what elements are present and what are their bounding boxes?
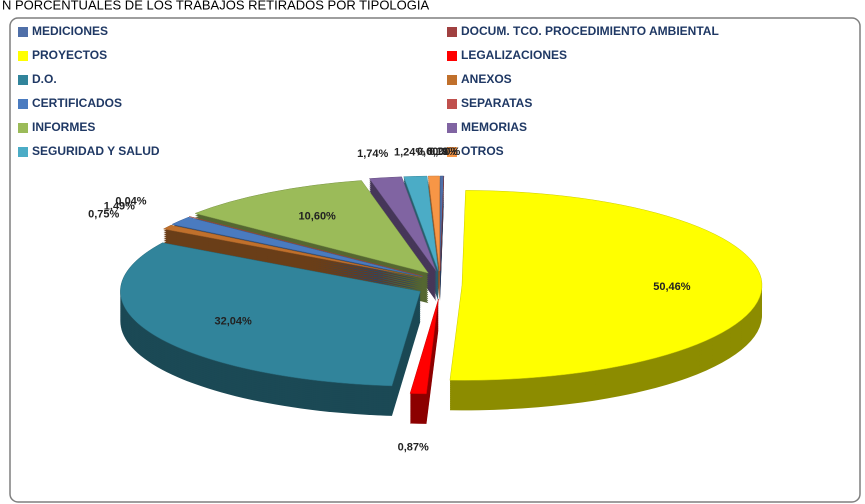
data-label: 0,87% <box>398 441 429 453</box>
slice-side <box>369 186 437 282</box>
data-label: 50,46% <box>653 281 691 293</box>
slice <box>162 224 422 278</box>
slice-side <box>369 184 437 280</box>
slice <box>171 216 423 277</box>
legend-swatch <box>447 51 457 61</box>
chart-title: N PORCENTUALES DE LOS TRABAJOS RETIRADOS… <box>2 0 430 12</box>
slice-side <box>440 196 444 292</box>
slice <box>427 175 440 272</box>
slice-side <box>369 180 437 276</box>
legend-swatch <box>447 123 457 133</box>
legend-label: OTROS <box>461 144 504 158</box>
slice <box>120 242 421 387</box>
legend-swatch <box>18 27 28 37</box>
slice-side <box>440 186 444 282</box>
legend-swatch <box>18 147 28 157</box>
legend-label: CERTIFICADOS <box>32 96 122 110</box>
data-label: 0,04% <box>115 196 146 208</box>
data-label: 32,04% <box>214 315 252 327</box>
legend-label: INFORMES <box>32 120 95 134</box>
slice-side <box>440 204 444 300</box>
legend-swatch <box>447 75 457 85</box>
slice <box>449 190 763 381</box>
data-label: 1,74% <box>357 148 388 160</box>
slice <box>403 175 439 272</box>
slice <box>368 176 437 272</box>
slice-side <box>440 202 444 298</box>
slice-side <box>369 178 437 274</box>
data-label: 10,60% <box>299 211 337 223</box>
legend-swatch <box>18 75 28 85</box>
slice-side <box>369 188 437 284</box>
legend-label: SEGURIDAD Y SALUD <box>32 144 160 158</box>
legend-label: DOCUM. TCO. PROCEDIMIENTO AMBIENTAL <box>461 24 719 38</box>
slice-side <box>440 188 444 284</box>
data-label: 1,24% <box>394 147 425 159</box>
legend-swatch <box>447 147 457 157</box>
legend-label: MEMORIAS <box>461 120 527 134</box>
slice-side <box>440 190 444 286</box>
data-label: 0,75% <box>88 208 119 220</box>
slice-side <box>440 200 444 296</box>
legend-label: MEDICIONES <box>32 24 108 38</box>
legend-swatch <box>18 99 28 109</box>
slice <box>188 216 423 277</box>
data-label: 1,49% <box>104 201 135 213</box>
slice <box>440 175 445 272</box>
slice <box>409 298 439 395</box>
slice-side <box>369 182 437 278</box>
slice-side <box>440 206 444 302</box>
data-label: 0,19% <box>427 146 458 158</box>
legend-swatch <box>18 123 28 133</box>
legend-label: LEGALIZACIONES <box>461 48 567 62</box>
legend-label: D.O. <box>32 72 57 86</box>
legend-label: SEPARATAS <box>461 96 532 110</box>
slice-side <box>440 192 444 288</box>
legend-label: ANEXOS <box>461 72 512 86</box>
slice <box>194 180 429 274</box>
data-label: 0,60% <box>417 146 448 158</box>
legend-swatch <box>18 51 28 61</box>
slice-side <box>440 184 444 280</box>
slice-side <box>440 194 444 290</box>
legend-swatch <box>447 27 457 37</box>
legend-label: PROYECTOS <box>32 48 107 62</box>
legend-swatch <box>447 99 457 109</box>
slice-side <box>440 198 444 294</box>
data-label: 0,00% <box>429 146 460 158</box>
